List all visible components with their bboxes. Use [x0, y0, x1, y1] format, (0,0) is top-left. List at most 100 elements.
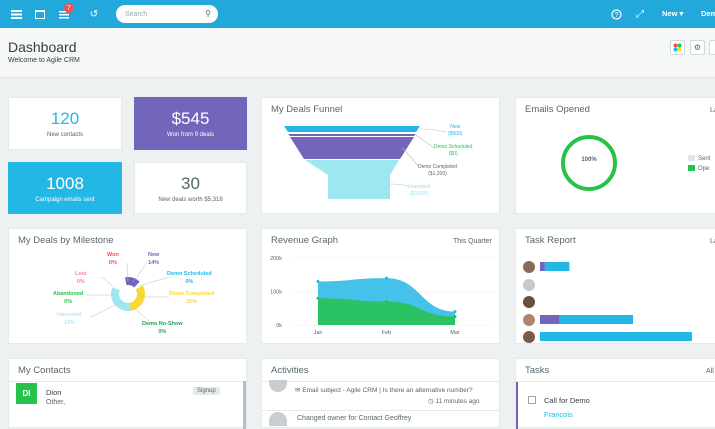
x-tick-label: Feb	[382, 330, 391, 336]
task-report-title: Task Report	[525, 235, 576, 246]
task-bar-segment[interactable]	[540, 262, 545, 271]
fullscreen-icon[interactable]: ⤢	[636, 8, 644, 20]
milestone-label-demo-no-show: Demo No-Show 0%	[142, 321, 183, 335]
more-button[interactable]	[709, 40, 715, 55]
funnel-stage-interested	[305, 160, 399, 199]
chevron-down-icon: ▾	[679, 9, 684, 18]
calendar-icon[interactable]	[32, 6, 48, 22]
contacts-list-icon[interactable]	[8, 6, 24, 22]
legend-sent: Sent	[688, 154, 710, 164]
task-bar-segment[interactable]	[540, 332, 692, 341]
new-menu-label: New	[662, 9, 678, 18]
new-contacts-label: New contacts	[46, 132, 83, 138]
activities-title: Activities	[271, 365, 309, 376]
revenue-chart: 0k 100k 200k Jan Feb Mar	[270, 256, 495, 336]
emails-percent: 100%	[581, 157, 597, 163]
funnel-stage-demo-completed	[290, 137, 414, 159]
gear-icon[interactable]: ⚙	[690, 40, 705, 55]
funnel-label-interested: Interested ($3,000)	[408, 184, 431, 197]
funnel-title: My Deals Funnel	[271, 104, 343, 115]
y-tick-label: 100k	[270, 290, 282, 296]
legend-swatch	[688, 155, 695, 162]
task-report-panel: Task Report La	[515, 228, 715, 344]
emails-range[interactable]: La	[710, 107, 715, 114]
activities-panel: Activities ✉ Email subject - Agile CRM |…	[261, 358, 501, 428]
new-contacts-tile[interactable]: 120 New contacts	[8, 97, 122, 150]
funnel-chart	[284, 126, 447, 199]
svg-text:?: ?	[614, 12, 618, 19]
emails-title: Emails Opened	[525, 104, 590, 115]
won-value: $545	[171, 109, 210, 128]
emails-donut	[561, 135, 617, 191]
contact-avatar[interactable]: DI	[16, 383, 37, 404]
avatar	[523, 331, 535, 343]
scrollbar[interactable]	[243, 381, 246, 429]
funnel-stage-demo-scheduled	[288, 134, 416, 136]
legend-swatch	[688, 165, 695, 172]
avatar	[523, 261, 535, 273]
milestone-label-new: New 14%	[148, 252, 160, 266]
new-menu[interactable]: New ▾	[662, 9, 683, 18]
contact-tag[interactable]: Signup	[193, 387, 220, 395]
contact-name[interactable]: Dion	[46, 388, 62, 397]
divider	[516, 381, 715, 382]
task-checkbox[interactable]	[528, 396, 536, 404]
task-report-chart	[540, 262, 692, 341]
milestone-label-interested: Interested 14%	[57, 312, 82, 326]
tasks-filter[interactable]: All	[706, 368, 714, 375]
revenue-point[interactable]	[316, 279, 320, 283]
task-report-range[interactable]: La	[710, 238, 715, 245]
avatar	[523, 279, 535, 291]
revenue-point[interactable]	[316, 296, 320, 300]
divider	[262, 381, 501, 382]
revenue-point[interactable]	[385, 276, 388, 280]
task-person[interactable]: Francois	[544, 410, 573, 419]
legend-opened: Ope	[688, 164, 710, 174]
search-input[interactable]: Search ⚲	[116, 5, 218, 23]
activity-avatar	[269, 380, 287, 392]
tasks-panel: Tasks All Call for Demo Francois	[515, 358, 715, 429]
new-contacts-value: 120	[50, 109, 80, 128]
y-tick-label: 200k	[270, 256, 282, 262]
task-bar-segment[interactable]	[540, 315, 560, 324]
tasks-title: Tasks	[525, 365, 550, 376]
funnel-label-demo-completed: Demo Completed ($1,200)	[418, 164, 457, 177]
user-menu[interactable]: Dem	[701, 9, 715, 18]
activity-avatar	[269, 412, 287, 426]
task-bar-segment[interactable]	[559, 315, 634, 324]
activity-item[interactable]: Changed owner for Contact Geoffrey	[297, 415, 412, 422]
apps-icon[interactable]	[670, 40, 685, 55]
revenue-range[interactable]: This Quarter	[453, 238, 492, 245]
milestone-label-lost: Lost 0%	[75, 271, 87, 285]
campaign-emails-tile[interactable]: 1008 Campaign emails sent	[8, 162, 122, 214]
task-bar-segment[interactable]	[544, 262, 570, 271]
new-deals-label: New deals worth $5,318	[158, 196, 223, 203]
x-tick-label: Mar	[450, 330, 460, 336]
search-icon[interactable]: ⚲	[205, 9, 211, 18]
avatar	[523, 296, 535, 308]
search-placeholder: Search	[125, 10, 148, 18]
campaign-label: Campaign emails sent	[35, 196, 95, 203]
contact-sub: Other,	[46, 399, 66, 406]
divider	[9, 381, 248, 382]
milestone-label-demo-completed: Demo Completed 32%	[169, 291, 215, 305]
revenue-title: Revenue Graph	[271, 235, 339, 246]
revenue-point[interactable]	[385, 300, 388, 304]
revenue-point[interactable]	[453, 310, 457, 314]
milestone-title: My Deals by Milestone	[18, 235, 114, 246]
deals-funnel-panel: My Deals Funnel New ($500) Demo Scheduled…	[261, 97, 500, 214]
new-deals-value: 30	[181, 173, 200, 193]
help-icon[interactable]: ?	[608, 6, 624, 22]
page-title: Dashboard	[8, 39, 77, 55]
page-header: Dashboard Welcome to Agile CRM ⚙	[0, 28, 715, 78]
new-deals-tile[interactable]: 30 New deals worth $5,318	[134, 162, 247, 214]
task-name[interactable]: Call for Demo	[544, 396, 590, 405]
tasks-icon[interactable]	[56, 6, 72, 22]
revenue-series-2-area	[318, 298, 455, 325]
divider	[262, 410, 501, 411]
top-navbar: 7 ↺ Search ⚲ ? ⤢ New ▾ Dem	[0, 0, 715, 28]
won-deals-tile[interactable]: $545 Won from 9 deals	[134, 97, 247, 150]
revenue-point[interactable]	[453, 315, 457, 319]
history-icon[interactable]: ↺	[89, 8, 99, 20]
activity-item[interactable]: ✉ Email subject - Agile CRM | Is there a…	[295, 387, 473, 394]
